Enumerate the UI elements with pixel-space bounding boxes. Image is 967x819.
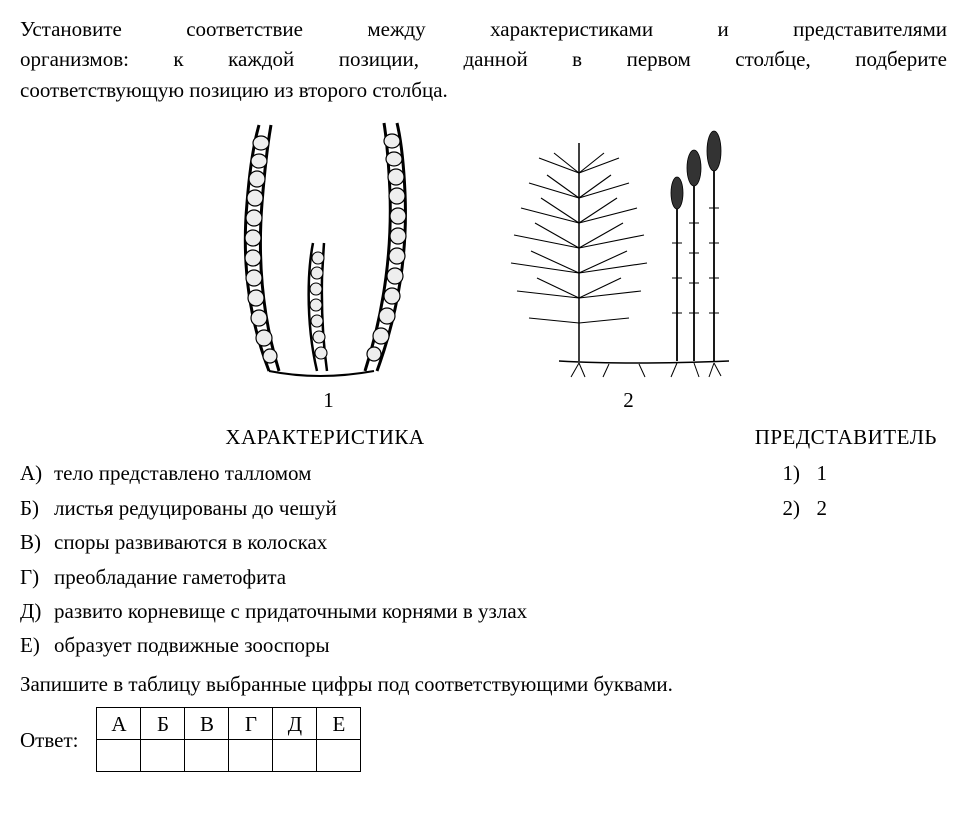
char-text: тело представлено талломом: [54, 458, 630, 488]
answer-head-v: В: [185, 708, 229, 740]
answer-head-b: Б: [141, 708, 185, 740]
char-marker: Б): [20, 493, 54, 523]
rep-text: 1: [817, 458, 828, 488]
char-marker: Г): [20, 562, 54, 592]
char-item-v: В) споры развиваются в колосках: [20, 527, 630, 557]
answer-head-d: Д: [273, 708, 317, 740]
char-item-e: Е) образует подвижные зооспоры: [20, 630, 630, 660]
figure-2-label: 2: [623, 385, 634, 415]
rep-marker: 1): [783, 458, 817, 488]
char-marker: А): [20, 458, 54, 488]
task-intro: Установите соответствие между характерис…: [20, 14, 947, 105]
horsetail-illustration: [499, 113, 759, 383]
char-text: образует подвижные зооспоры: [54, 630, 630, 660]
columns: ХАРАКТЕРИСТИКА А) тело представлено талл…: [20, 422, 947, 665]
char-text: споры развиваются в колосках: [54, 527, 630, 557]
char-marker: Д): [20, 596, 54, 626]
answer-cell-a[interactable]: [97, 740, 141, 772]
char-text: листья редуцированы до чешуй: [54, 493, 630, 523]
representatives-column: ПРЕДСТАВИТЕЛЬ 1) 1 2) 2: [630, 422, 947, 665]
answer-cell-g[interactable]: [229, 740, 273, 772]
intro-line-2: организмов: к каждой позиции, данной в п…: [20, 44, 947, 74]
char-marker: В): [20, 527, 54, 557]
rep-text: 2: [817, 493, 828, 523]
answer-input-row: [97, 740, 361, 772]
answer-cell-d[interactable]: [273, 740, 317, 772]
answer-cell-b[interactable]: [141, 740, 185, 772]
answer-cell-e[interactable]: [317, 740, 361, 772]
answer-row: Ответ: А Б В Г Д Е: [20, 707, 947, 772]
char-text: развито корневище с придаточными корнями…: [54, 596, 630, 626]
answer-label: Ответ:: [20, 725, 78, 755]
figure-1-label: 1: [323, 385, 334, 415]
answer-header-row: А Б В Г Д Е: [97, 708, 361, 740]
rep-marker: 2): [783, 493, 817, 523]
rep-item-2: 2) 2: [630, 493, 947, 523]
post-instruction: Запишите в таблицу выбранные цифры под с…: [20, 669, 947, 699]
figure-2: 2: [499, 113, 759, 415]
char-item-a: А) тело представлено талломом: [20, 458, 630, 488]
char-item-b: Б) листья редуцированы до чешуй: [20, 493, 630, 523]
char-item-g: Г) преобладание гаметофита: [20, 562, 630, 592]
algae-illustration: [209, 113, 449, 383]
characteristics-column: ХАРАКТЕРИСТИКА А) тело представлено талл…: [20, 422, 630, 665]
representatives-header: ПРЕДСТАВИТЕЛЬ: [630, 422, 947, 452]
answer-cell-v[interactable]: [185, 740, 229, 772]
char-item-d: Д) развито корневище с придаточными корн…: [20, 596, 630, 626]
answer-table: А Б В Г Д Е: [96, 707, 361, 772]
answer-head-g: Г: [229, 708, 273, 740]
intro-line-1: Установите соответствие между характерис…: [20, 14, 947, 44]
figures-row: 1: [20, 113, 947, 415]
answer-head-e: Е: [317, 708, 361, 740]
intro-line-3: соответствующую позицию из второго столб…: [20, 75, 947, 105]
rep-item-1: 1) 1: [630, 458, 947, 488]
characteristics-header: ХАРАКТЕРИСТИКА: [20, 422, 630, 452]
char-marker: Е): [20, 630, 54, 660]
figure-1: 1: [209, 113, 449, 415]
answer-head-a: А: [97, 708, 141, 740]
char-text: преобладание гаметофита: [54, 562, 630, 592]
